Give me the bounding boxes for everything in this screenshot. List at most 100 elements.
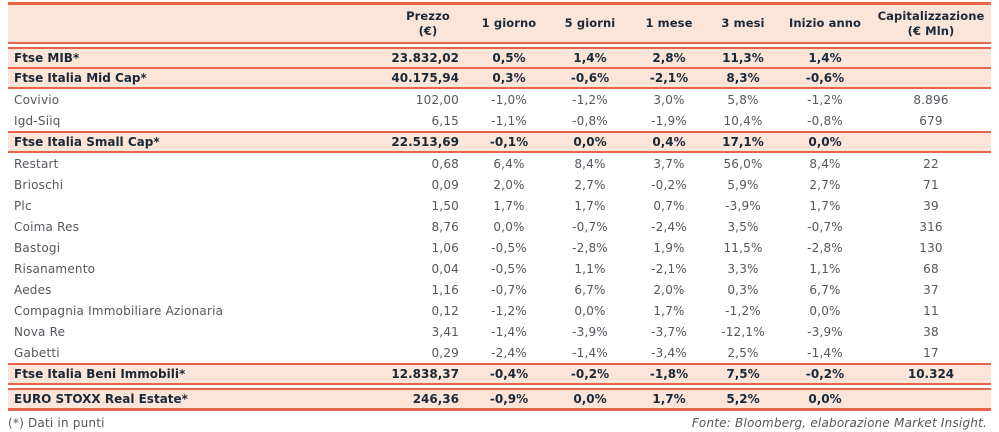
m1-cell: -2,1% [651,261,687,276]
index-row: Ftse Italia Small Cap* 22.513,69 -0,1% 0,0%… [8,133,991,151]
m3-cell: 3,3% [727,261,759,276]
d5-cell: 0,0% [574,303,606,318]
prezzo-cell: 23.832,02 [391,51,459,65]
row-name-cell: Plc [14,198,32,213]
ytd-cell: 1,7% [809,198,841,213]
column-header-label: Inizio anno [788,16,862,31]
divider-rule [8,67,991,69]
ytd-cell: 0,0% [808,392,842,406]
price-table: Prezzo (€) 1 giorno 5 giorni 1 mese 3 mesi Ini… [8,2,991,411]
d5-cell: -0,7% [572,219,608,234]
m1-cell: 0,7% [653,198,685,213]
row-name-cell: Gabetti [14,345,60,360]
m1-cell: 1,9% [653,240,685,255]
d1-cell: -2,4% [491,345,527,360]
d1-cell: 6,4% [493,156,525,171]
divider-rule [8,388,991,390]
m1-cell: -0,2% [651,177,687,192]
prezzo-cell: 1,16 [431,282,459,297]
prezzo-cell: 40.175,94 [391,71,459,85]
divider-rule [8,363,991,365]
m3-cell: 17,1% [722,135,764,149]
d5-cell: -0,2% [570,367,610,381]
column-header-label: Capitalizzazione [877,9,985,24]
ytd-cell: -0,7% [807,219,843,234]
d5-cell: 8,4% [574,156,606,171]
index-row: Ftse Italia Beni Immobili* 12.838,37 -0,4%… [8,365,991,383]
row-name-cell: Risanamento [14,261,96,276]
d5-cell: 0,0% [573,135,607,149]
row-name-cell: Covivio [14,92,60,107]
cap-cell: 22 [923,156,939,171]
divider-rule [8,408,991,411]
d1-cell: 2,0% [493,177,525,192]
row-name-cell: Brioschi [14,177,64,192]
m3-cell: 5,8% [727,92,759,107]
divider-rule [8,2,991,5]
ytd-cell: 8,4% [809,156,841,171]
prezzo-cell: 8,76 [431,219,459,234]
ytd-cell: -1,2% [807,92,843,107]
d5-cell: -2,8% [572,240,608,255]
row-name-cell: Bastogi [14,240,61,255]
cap-cell: 38 [923,324,939,339]
row-name-cell: EURO STOXX Real Estate* [14,392,188,406]
stock-row: Bastogi 1,06 -0,5% -2,8% 1,9% 11,5% -2,8% 130 [8,237,991,258]
ytd-cell: -0,2% [805,367,845,381]
cap-cell: 10.324 [907,367,955,381]
stock-row: Compagnia Immobiliare Azionaria 0,12 -1,2%… [8,300,991,321]
d5-cell: 1,4% [573,51,607,65]
row-name-cell: Compagnia Immobiliare Azionaria [14,303,224,318]
footnote-points: (*) Dati in punti [8,415,105,430]
m3-cell: 7,5% [726,367,760,381]
stock-row: Restart 0,68 6,4% 8,4% 3,7% 56,0% 8,4% 22 [8,153,991,174]
column-header-d1: 1 giorno [469,16,549,30]
d1-cell: 0,5% [492,51,526,65]
m1-cell: 2,0% [653,282,685,297]
cap-cell: 8.896 [913,92,949,107]
stock-row: Nova Re 3,41 -1,4% -3,9% -3,7% -12,1% -3,9% 38 [8,321,991,342]
m1-cell: 0,4% [652,135,686,149]
index-row: Ftse Italia Mid Cap* 40.175,94 0,3% -0,6% -2… [8,69,991,87]
column-header-m1: 1 mese [631,16,707,30]
cap-cell: 11 [923,303,939,318]
prezzo-cell: 0,12 [431,303,459,318]
cap-cell: 679 [919,113,943,128]
m3-cell: 0,3% [727,282,759,297]
stock-row: Covivio 102,00 -1,0% -1,2% 3,0% 5,8% -1,2% 8.89… [8,89,991,110]
m3-cell: -12,1% [721,324,765,339]
divider-rule [8,383,991,385]
prezzo-cell: 6,15 [431,113,459,128]
ytd-cell: -2,8% [807,240,843,255]
row-name-cell: Ftse Italia Mid Cap* [14,71,147,85]
prezzo-cell: 3,41 [431,324,459,339]
prezzo-cell: 0,68 [431,156,459,171]
cap-cell: 37 [923,282,939,297]
m1-cell: 2,8% [652,51,686,65]
m3-cell: 5,2% [726,392,760,406]
row-name-cell: Restart [14,156,59,171]
ytd-cell: 2,7% [809,177,841,192]
m3-cell: 3,5% [727,219,759,234]
d1-cell: 1,7% [493,198,525,213]
stock-row: Igd-Siiq 6,15 -1,1% -0,8% -1,9% 10,4% -0,8% 679 [8,110,991,131]
d5-cell: 6,7% [574,282,606,297]
column-header-ytd: Inizio anno [779,16,871,30]
d5-cell: 1,1% [574,261,606,276]
divider-gap [8,44,991,47]
m1-cell: 1,7% [653,303,685,318]
stock-row: Aedes 1,16 -0,7% 6,7% 2,0% 0,3% 6,7% 37 [8,279,991,300]
m1-cell: -1,8% [649,367,689,381]
ytd-cell: -0,6% [805,71,845,85]
m1-cell: 3,7% [653,156,685,171]
stock-row: Brioschi 0,09 2,0% 2,7% -0,2% 5,9% 2,7% 71 [8,174,991,195]
m1-cell: -2,4% [651,219,687,234]
row-name-cell: Igd-Siiq [14,113,61,128]
ytd-cell: -3,9% [807,324,843,339]
source-note: Fonte: Bloomberg, elaborazione Market In… [691,415,987,430]
column-header-sublabel: (€ Mln) [907,23,955,38]
column-header-d5: 5 giorni [549,16,631,30]
d5-cell: 1,7% [574,198,606,213]
row-name-cell: Ftse Italia Small Cap* [14,135,160,149]
